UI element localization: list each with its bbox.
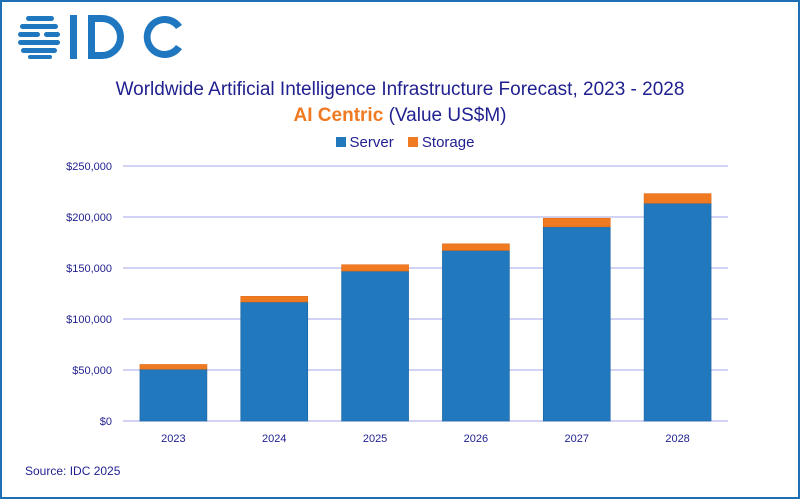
y-tick-label: $150,000: [66, 263, 112, 275]
bar-storage-2023: [139, 364, 208, 370]
bar-server-2027: [542, 226, 611, 422]
bar-server-2024: [240, 301, 309, 422]
bar-storage-2024: [240, 296, 309, 303]
legend-swatch-server: [335, 137, 346, 147]
x-tick-label: 2023: [161, 433, 185, 445]
y-tick-label: $250,000: [66, 161, 112, 173]
y-tick-label: $0: [100, 416, 112, 428]
x-tick-label: 2027: [565, 433, 589, 445]
bar-server-2025: [341, 270, 409, 422]
bar-storage-2028: [643, 193, 712, 204]
subtitle-rest: (Value US$M): [388, 105, 507, 126]
legend: Server Storage: [0, 134, 800, 151]
x-tick-label: 2028: [665, 433, 689, 445]
bar-server-2026: [442, 250, 510, 422]
idc-logo: [18, 15, 182, 59]
bar-storage-2026: [442, 243, 510, 251]
y-tick-label: $50,000: [72, 365, 112, 377]
chart-title: Worldwide Artificial Intelligence Infras…: [115, 79, 685, 100]
x-tick-label: 2026: [464, 433, 488, 445]
legend-label-server: Server: [349, 134, 394, 151]
bar-server-2023: [139, 368, 208, 422]
x-tick-label: 2025: [363, 433, 387, 445]
bar-storage-2025: [341, 264, 409, 272]
legend-label-storage: Storage: [421, 134, 475, 151]
bar-server-2028: [643, 202, 712, 422]
chart-subtitle: AI Centric (Value US$M): [0, 105, 800, 127]
x-tick-label: 2024: [262, 433, 286, 445]
subtitle-highlight: AI Centric: [293, 105, 384, 126]
bar-storage-2027: [542, 217, 611, 228]
legend-swatch-storage: [407, 137, 418, 147]
source-note: Source: IDC 2025: [25, 464, 121, 478]
y-tick-label: $100,000: [66, 314, 112, 326]
y-tick-label: $200,000: [66, 212, 112, 224]
